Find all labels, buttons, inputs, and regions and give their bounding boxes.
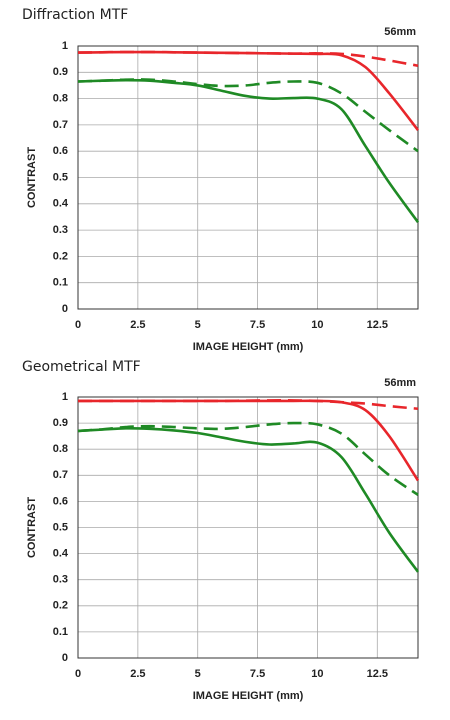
chart-title: Diffraction MTF <box>22 7 128 23</box>
x-tick-label: 5 <box>195 668 201 680</box>
y-tick-label: 0.1 <box>53 277 68 289</box>
x-tick-label: 10 <box>311 668 323 680</box>
y-tick-label: 0.8 <box>53 93 68 105</box>
y-tick-label: 0.9 <box>53 417 68 429</box>
annotation: 56mm <box>384 377 416 389</box>
x-tick-label: 12.5 <box>367 668 388 680</box>
y-tick-label: 1 <box>62 391 68 403</box>
y-tick-label: 0.4 <box>53 198 69 210</box>
mtf-line <box>77 50 419 68</box>
chart-title: Geometrical MTF <box>22 359 141 375</box>
y-tick-label: 0.9 <box>53 66 68 78</box>
y-tick-label: 0.2 <box>53 600 68 612</box>
y-tick-label: 0.7 <box>53 469 68 481</box>
y-axis-label: CONTRAST <box>26 497 38 558</box>
x-tick-label: 0 <box>75 668 81 680</box>
y-tick-label: 0 <box>62 303 68 315</box>
x-tick-label: 10 <box>311 319 323 331</box>
y-tick-label: 0.1 <box>53 626 68 638</box>
y-tick-label: 0.2 <box>53 250 68 262</box>
y-tick-label: 0.3 <box>53 574 68 586</box>
y-tick-label: 0.5 <box>53 171 68 183</box>
plot-frame <box>77 396 419 659</box>
x-tick-label: 12.5 <box>367 319 388 331</box>
x-tick-label: 7.5 <box>250 668 265 680</box>
y-tick-label: 0.8 <box>53 443 68 455</box>
annotation: 56mm <box>384 26 416 38</box>
mtf-line <box>77 426 420 573</box>
y-tick-label: 0.3 <box>53 224 68 236</box>
x-tick-label: 5 <box>195 319 201 331</box>
mtf-line <box>77 421 419 496</box>
y-tick-label: 1 <box>62 40 68 52</box>
x-tick-label: 2.5 <box>130 319 145 331</box>
mtf-line <box>77 78 419 153</box>
y-axis-label: CONTRAST <box>26 147 38 208</box>
y-tick-label: 0.5 <box>53 521 68 533</box>
mtf-line <box>78 399 419 411</box>
y-tick-label: 0.6 <box>53 145 68 157</box>
y-tick-label: 0.6 <box>53 495 68 507</box>
x-axis-label: IMAGE HEIGHT (mm) <box>193 341 304 353</box>
x-tick-label: 2.5 <box>130 668 145 680</box>
x-axis-label: IMAGE HEIGHT (mm) <box>193 690 304 702</box>
mtf-line <box>78 399 420 482</box>
y-tick-label: 0.7 <box>53 119 68 131</box>
x-tick-label: 0 <box>75 319 81 331</box>
x-tick-label: 7.5 <box>250 319 265 331</box>
y-tick-label: 0 <box>62 652 68 664</box>
mtf-line <box>77 50 420 131</box>
plot-frame <box>77 45 419 310</box>
y-tick-label: 0.4 <box>53 548 69 560</box>
